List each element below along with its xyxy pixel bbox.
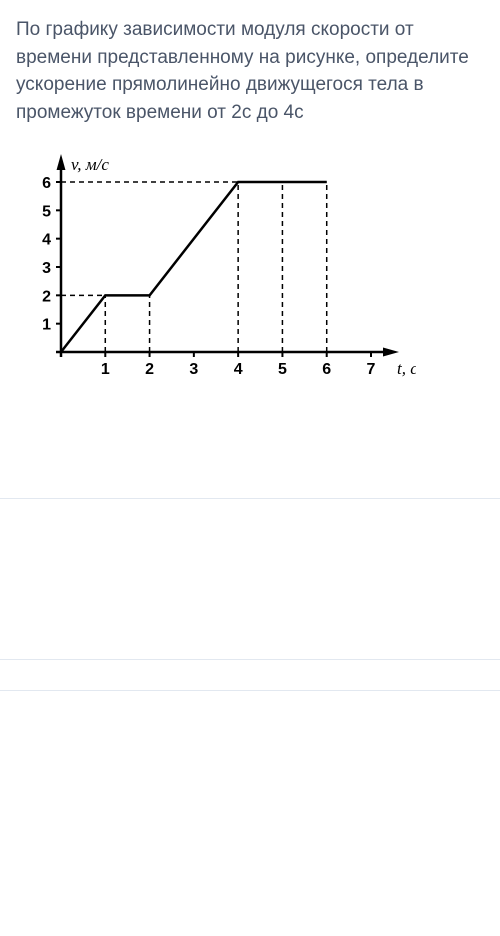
svg-text:5: 5: [278, 361, 287, 378]
svg-text:v, м/с: v, м/с: [71, 155, 109, 174]
svg-text:7: 7: [367, 361, 376, 378]
svg-text:4: 4: [234, 361, 243, 378]
svg-text:1: 1: [42, 317, 51, 334]
problem-text: По графику зависимости модуля скорости о…: [16, 16, 484, 126]
velocity-chart: 1 2 3 4 5 6 1 2 3 4 5 6 7 v, м/с t, с: [16, 142, 416, 402]
svg-text:6: 6: [322, 361, 331, 378]
divider: [0, 690, 500, 691]
svg-text:5: 5: [42, 204, 51, 221]
svg-text:2: 2: [145, 361, 154, 378]
svg-text:2: 2: [42, 289, 51, 306]
svg-text:t, с: t, с: [397, 359, 416, 378]
svg-text:4: 4: [42, 232, 51, 249]
svg-text:1: 1: [101, 361, 110, 378]
svg-text:6: 6: [42, 175, 51, 192]
svg-text:3: 3: [189, 361, 198, 378]
svg-text:3: 3: [42, 260, 51, 277]
